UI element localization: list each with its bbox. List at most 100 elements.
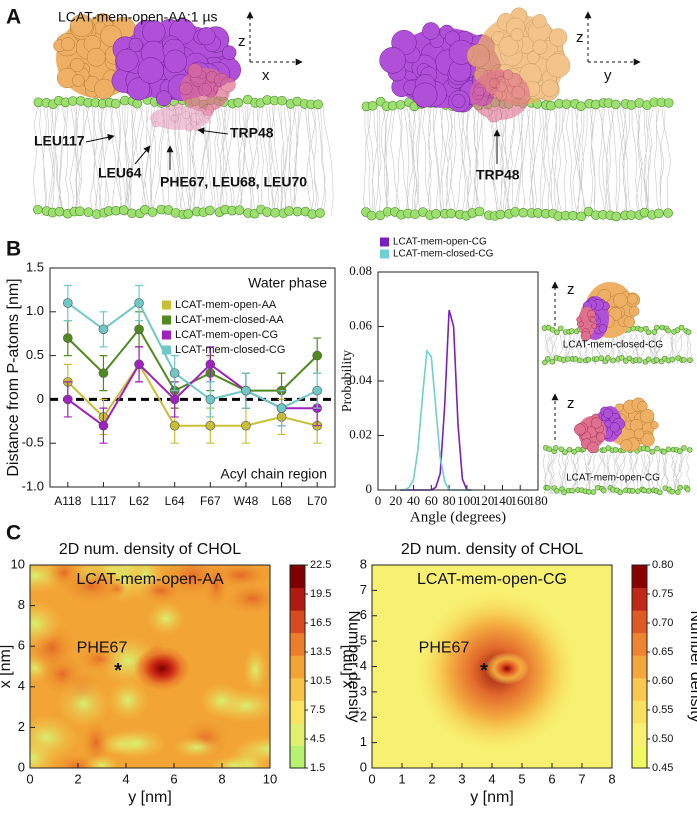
head-group	[33, 204, 43, 215]
colorbar-segment	[290, 565, 305, 589]
head-group	[270, 207, 280, 218]
protein-bump	[598, 324, 608, 333]
head-group	[561, 99, 572, 109]
protein-bump	[128, 37, 143, 52]
y-tick-label: 2	[18, 719, 25, 734]
colorbar-segment	[290, 610, 305, 634]
head-group	[554, 329, 560, 336]
protein-bump	[451, 94, 466, 108]
y-tick-label: 4	[360, 658, 367, 673]
colorbar-segment	[632, 565, 647, 589]
y-tick-label: 0.06	[349, 317, 372, 332]
protein-bump	[623, 316, 636, 328]
head-group	[654, 445, 660, 452]
lipid-tails	[33, 105, 334, 217]
head-group	[262, 207, 272, 217]
y-axis-label: Probability	[340, 350, 355, 412]
colorbar-frame	[289, 564, 306, 769]
head-group	[605, 355, 611, 361]
head-group	[678, 324, 685, 331]
colorbar-tick-label: 0.70	[652, 617, 673, 629]
head-group	[557, 325, 564, 332]
protein-bump	[637, 400, 648, 412]
y-axis-label: x [nm]	[339, 645, 356, 689]
head-group	[54, 206, 65, 217]
data-point	[276, 403, 287, 413]
protein-bump	[613, 292, 628, 308]
axis-name: z	[576, 29, 584, 46]
protein-bump	[185, 123, 194, 132]
y-tick-label: 0	[37, 391, 44, 406]
colorbar-tick-label: 0.65	[652, 646, 673, 658]
legend-label: LCAT-mem-open-CG	[175, 329, 278, 341]
data-point	[241, 385, 251, 396]
colorbar-segment	[290, 587, 305, 611]
y-tick-label: 6	[18, 638, 25, 653]
head-group	[645, 488, 652, 494]
x-tick-label: 140	[493, 493, 513, 508]
x-tick-label: L62	[129, 494, 149, 508]
protein-bump	[466, 44, 491, 68]
protein-bump	[203, 109, 213, 119]
head-group	[641, 487, 647, 494]
protein-bump	[576, 316, 583, 323]
protein-bump	[198, 83, 212, 97]
head-group	[651, 329, 658, 335]
colorbar-tick-label: 0.50	[652, 733, 673, 745]
head-group	[446, 208, 456, 219]
illustrations	[33, 7, 697, 496]
colorbar-segment	[632, 632, 647, 656]
protein-bump	[502, 69, 514, 80]
data-point	[169, 394, 180, 405]
annotation: PHE67	[419, 640, 470, 657]
series-line	[67, 301, 318, 410]
head-group	[541, 359, 548, 366]
y-tick-label: 1	[360, 734, 367, 749]
head-group	[622, 358, 629, 364]
head-group	[665, 446, 672, 453]
plot-frame	[371, 564, 613, 769]
protein-bump	[127, 77, 151, 101]
plot-frame	[49, 267, 336, 488]
protein-bump	[650, 421, 659, 430]
colorbar-segment	[290, 632, 305, 656]
colorbar-tick-label: 1.5	[310, 762, 325, 774]
head-group	[685, 329, 692, 335]
head-group	[147, 207, 158, 217]
y-tick-label: 0.08	[349, 263, 372, 278]
head-group	[598, 355, 605, 362]
head-group	[626, 100, 637, 110]
head-group	[510, 207, 521, 217]
head-group	[590, 489, 597, 495]
protein-bump	[412, 82, 438, 108]
protein-bump	[170, 114, 178, 122]
head-group	[687, 357, 693, 364]
y-tick-label: 0	[18, 759, 25, 774]
arrow	[134, 145, 151, 165]
protein-bump	[639, 408, 655, 424]
y-tick-label: 7	[360, 582, 367, 597]
x-tick-label: 1	[398, 771, 405, 786]
protein-bump	[179, 81, 193, 96]
head-group	[649, 448, 656, 455]
colorbar-segment	[632, 722, 647, 746]
head-group	[561, 489, 567, 496]
protein-bump	[603, 408, 614, 419]
head-group	[600, 487, 607, 494]
head-group	[544, 485, 551, 491]
density-patch	[56, 679, 111, 729]
membrane	[33, 94, 334, 220]
head-group	[313, 99, 323, 110]
head-group	[395, 99, 406, 110]
legend-swatch	[162, 330, 171, 340]
legend-label: LCAT-mem-open-CG	[393, 237, 487, 248]
image-label: LCAT-mem-closed-CG	[563, 340, 664, 351]
head-group	[284, 206, 294, 216]
protein-bump	[422, 22, 440, 40]
protein-bump	[496, 81, 507, 93]
protein-bump	[222, 45, 237, 60]
head-group	[118, 205, 129, 216]
x-tick-label: 40	[407, 493, 420, 508]
annotation: PHE67	[77, 640, 128, 657]
colorbar-segment	[290, 722, 305, 746]
